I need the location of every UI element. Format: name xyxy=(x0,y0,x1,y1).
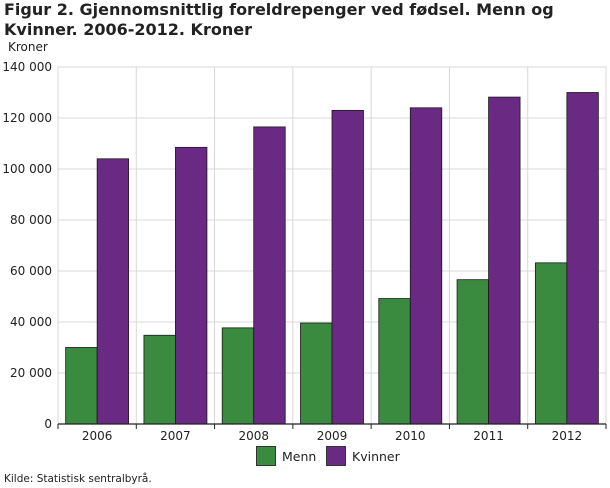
x-tick-label: 2006 xyxy=(82,429,113,443)
bar-kvinner-2010 xyxy=(409,107,443,425)
bar-menn-2010 xyxy=(378,298,411,425)
bars xyxy=(65,92,599,425)
legend-label-kvinner: Kvinner xyxy=(352,448,400,464)
y-tick-label: 40 000 xyxy=(10,315,52,329)
x-tick-label: 2010 xyxy=(395,429,426,443)
bar-menn-2009 xyxy=(300,322,333,425)
legend-label-menn: Menn xyxy=(282,448,317,464)
y-tick-label: 80 000 xyxy=(10,213,52,227)
legend-swatch-kvinner xyxy=(326,446,346,466)
bar-menn-2012 xyxy=(534,262,568,425)
legend-swatch-menn xyxy=(256,446,276,466)
x-tick-label: 2008 xyxy=(238,429,269,443)
bar-kvinner-2009 xyxy=(331,109,364,425)
y-tick-label: 20 000 xyxy=(10,366,52,380)
x-tick-label: 2009 xyxy=(317,429,348,443)
x-tick-label: 2012 xyxy=(552,429,583,443)
legend-item-kvinner: Kvinner xyxy=(326,446,400,466)
x-tick-label: 2011 xyxy=(473,429,504,443)
bar-menn-2006 xyxy=(65,347,98,425)
legend: Menn Kvinner xyxy=(0,446,610,468)
bar-menn-2007 xyxy=(143,334,176,425)
bar-kvinner-2011 xyxy=(488,96,521,425)
legend-item-menn: Menn xyxy=(256,446,316,466)
y-tick-labels: 0 20 000 40 000 60 000 80 000 100 000 120 000 1… xyxy=(2,60,52,431)
y-tick-label: 60 000 xyxy=(10,264,52,278)
y-axis-unit-label: Kroner xyxy=(8,40,48,54)
bar-kvinner-2007 xyxy=(175,146,208,425)
y-tick-label: 140 000 xyxy=(2,60,52,74)
bar-kvinner-2012 xyxy=(566,92,599,425)
bar-kvinner-2006 xyxy=(96,158,130,425)
y-tick-label: 120 000 xyxy=(2,111,52,125)
y-tick-label: 0 xyxy=(44,417,52,431)
bar-menn-2008 xyxy=(221,327,255,425)
bar-menn-2011 xyxy=(456,279,489,425)
axes xyxy=(57,423,607,429)
chart-title: Figur 2. Gjennomsnittlig foreldrepenger … xyxy=(4,0,554,39)
x-tick-labels: 2006 2007 2008 2009 2010 2011 2012 xyxy=(82,429,582,443)
y-tick-label: 100 000 xyxy=(2,162,52,176)
source-note: Kilde: Statistisk sentralbyrå. xyxy=(4,473,152,485)
x-tick-label: 2007 xyxy=(160,429,191,443)
bar-kvinner-2008 xyxy=(253,126,286,425)
